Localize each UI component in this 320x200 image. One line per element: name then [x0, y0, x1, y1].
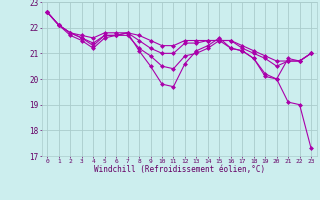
X-axis label: Windchill (Refroidissement éolien,°C): Windchill (Refroidissement éolien,°C)	[94, 165, 265, 174]
